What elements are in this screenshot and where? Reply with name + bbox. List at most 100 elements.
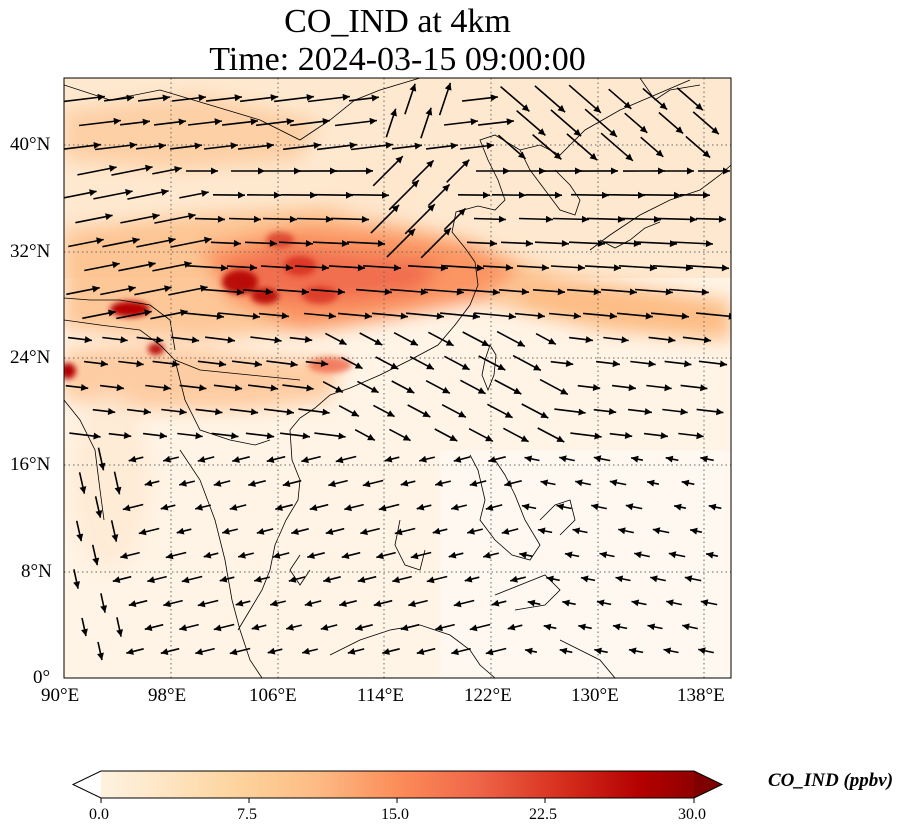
- wind-arrow-head: [136, 360, 144, 368]
- wind-arrow-head: [668, 551, 677, 559]
- wind-arrow-head: [402, 434, 411, 441]
- wind-arrow-head: [660, 432, 668, 440]
- wind-arrow-head: [443, 228, 451, 236]
- map-title-line1: CO_IND at 4km: [284, 3, 511, 40]
- wind-arrow-head: [540, 479, 549, 487]
- wind-arrow-head: [485, 648, 494, 656]
- wind-arrow-head: [498, 215, 506, 223]
- wind-arrow-head: [382, 191, 389, 199]
- wind-arrow-head: [716, 408, 724, 416]
- wind-arrow-head: [451, 648, 459, 656]
- wind-arrow-head: [174, 166, 182, 173]
- wind-arrow-head: [181, 576, 190, 584]
- wind-arrow-head: [450, 142, 458, 150]
- wind-arrow-head: [689, 215, 697, 223]
- wind-arrow-head: [596, 599, 605, 607]
- wind-arrow-head: [408, 600, 416, 608]
- wind-arrow-head: [546, 575, 554, 583]
- wind-arrow-head: [461, 363, 470, 370]
- coastlines: [64, 78, 731, 678]
- wind-arrow-head: [680, 408, 688, 416]
- wind-arrow-head: [687, 167, 694, 175]
- wind-arrow-head: [109, 165, 117, 172]
- wind-arrow-head: [217, 215, 225, 223]
- wind-arrow-head: [249, 264, 257, 271]
- wind-arrow-head: [176, 527, 185, 535]
- wind-arrow-head: [390, 108, 397, 117]
- wind-arrow-head: [565, 360, 574, 367]
- wind-arrow-head: [684, 360, 692, 368]
- wind-arrow-head: [449, 434, 458, 441]
- wind-arrow-head: [559, 647, 568, 655]
- wind-arrow-head: [664, 384, 672, 392]
- wind-arrow-head: [631, 455, 639, 463]
- wind-arrow-head: [422, 410, 431, 417]
- wind-arrow-head: [435, 479, 443, 487]
- wind-arrow-head: [609, 129, 617, 137]
- wind-arrow-head: [456, 288, 464, 296]
- wind-arrow-head: [282, 480, 291, 487]
- wind-arrow-head: [593, 288, 601, 296]
- wind-arrow-head: [557, 104, 566, 113]
- wind-arrow-head: [400, 479, 409, 487]
- wind-arrow-head: [120, 552, 128, 560]
- wind-arrow-head: [540, 411, 549, 418]
- wind-arrow-head: [578, 623, 586, 631]
- wind-arrow-head: [129, 141, 137, 149]
- wind-arrow-head: [270, 94, 278, 101]
- wind-arrow-head: [147, 576, 155, 584]
- wind-arrow-head: [426, 160, 434, 168]
- wind-arrow-head: [234, 384, 243, 392]
- wind-arrow-head: [416, 648, 425, 655]
- wind-arrow-head: [270, 384, 278, 392]
- wind-arrow-head: [467, 527, 475, 535]
- wind-arrow-head: [612, 360, 620, 368]
- wind-arrow-head: [266, 456, 275, 463]
- wind-arrow-head: [322, 118, 330, 125]
- wind-arrow-head: [621, 336, 629, 344]
- wind-arrow-head: [593, 105, 601, 113]
- wind-arrow-head: [472, 312, 480, 320]
- lon-tick-label: 98°E: [148, 685, 187, 706]
- wind-arrow-head: [578, 408, 586, 416]
- wind-arrow-head: [518, 151, 526, 159]
- wind-arrow-head: [256, 528, 265, 535]
- wind-arrow-head: [357, 576, 366, 583]
- wind-arrow-head: [195, 432, 203, 440]
- wind-arrow-head: [524, 455, 533, 463]
- lon-tick-label: 130°E: [571, 685, 619, 706]
- wind-arrow-head: [204, 236, 212, 244]
- wind-arrow-head: [533, 364, 541, 371]
- wind-arrow-head: [114, 486, 122, 495]
- wind-arrow-head: [682, 623, 690, 631]
- wind-arrow-head: [628, 647, 637, 655]
- wind-arrow-head: [703, 191, 710, 199]
- wind-arrow-head: [96, 237, 104, 245]
- wind-arrow-head: [425, 107, 433, 116]
- wind-arrow-head: [390, 362, 399, 369]
- wind-arrow-head: [491, 599, 500, 607]
- wind-arrow-head: [191, 336, 200, 344]
- wind-arrow-head: [564, 551, 573, 559]
- wind-arrow-head: [165, 552, 174, 560]
- wind-arrow-head: [232, 456, 240, 463]
- wind-arrow-head: [543, 623, 552, 631]
- wind-arrow-head: [501, 528, 510, 535]
- wind-arrow-head: [322, 408, 330, 416]
- wind-arrow-head: [338, 432, 346, 440]
- wind-arrow-head: [435, 624, 443, 632]
- wind-arrow-head: [684, 575, 693, 583]
- wind-arrow-head: [453, 456, 462, 463]
- map-title-line2: Time: 2024-03-15 09:00:00: [209, 41, 586, 78]
- wind-arrow-head: [537, 128, 546, 136]
- wind-arrow-head: [269, 239, 277, 247]
- wind-arrow-head: [612, 623, 621, 631]
- wind-arrow-head: [274, 336, 282, 344]
- wind-arrow-head: [233, 239, 241, 247]
- lon-tick-label: 114°E: [357, 685, 404, 706]
- wind-arrow-head: [138, 528, 147, 536]
- wind-arrow-head: [414, 142, 422, 150]
- wind-arrow-shaft: [185, 264, 229, 270]
- wind-arrow-head: [286, 623, 294, 631]
- wind-arrow-head: [719, 360, 728, 368]
